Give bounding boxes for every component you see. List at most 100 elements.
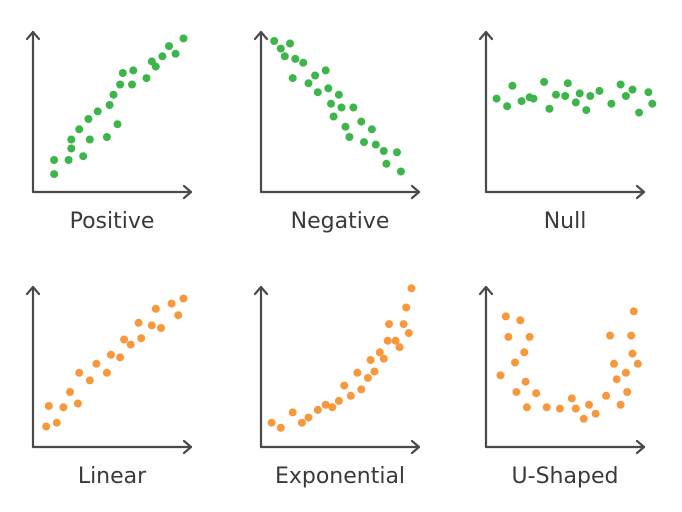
- data-point: [501, 312, 510, 321]
- y-axis-arrow-icon: [253, 285, 269, 296]
- data-point: [591, 409, 600, 418]
- data-point: [280, 52, 289, 61]
- data-point: [321, 400, 330, 409]
- x-axis-arrow-icon: [182, 439, 193, 455]
- data-point: [67, 135, 76, 144]
- data-point: [383, 336, 392, 345]
- data-point: [532, 389, 541, 398]
- data-point: [142, 74, 151, 83]
- data-point: [606, 331, 615, 340]
- data-point: [602, 391, 611, 400]
- data-point: [113, 120, 122, 129]
- data-point: [571, 98, 580, 107]
- data-point: [174, 311, 183, 320]
- data-point: [158, 52, 167, 61]
- data-point: [151, 304, 160, 313]
- data-point: [585, 400, 593, 409]
- data-point: [508, 81, 517, 90]
- data-point: [137, 334, 146, 343]
- data-point: [385, 320, 393, 329]
- data-point: [371, 140, 380, 149]
- data-point: [84, 115, 93, 123]
- data-point: [648, 99, 657, 108]
- panel-null: Null: [478, 30, 657, 234]
- data-point: [116, 80, 125, 89]
- data-point: [157, 324, 165, 332]
- x-axis-arrow-icon: [410, 184, 421, 200]
- data-point: [93, 107, 102, 116]
- data-point: [379, 354, 388, 363]
- data-point: [288, 408, 297, 417]
- data-point: [393, 148, 401, 157]
- data-point: [291, 54, 300, 63]
- data-point: [407, 284, 416, 293]
- data-point: [313, 405, 322, 414]
- data-point: [635, 108, 644, 117]
- data-point: [504, 332, 513, 341]
- data-point: [313, 88, 322, 97]
- data-point: [612, 375, 621, 384]
- data-point: [370, 367, 379, 376]
- data-point: [382, 159, 391, 168]
- data-point: [404, 329, 413, 338]
- panel-linear: Linear: [25, 285, 193, 489]
- data-point: [276, 423, 285, 432]
- data-point: [64, 156, 73, 164]
- data-point: [402, 303, 411, 312]
- data-point: [324, 84, 333, 93]
- data-point: [561, 92, 570, 100]
- data-point: [126, 340, 135, 349]
- data-point: [542, 403, 551, 412]
- data-point: [545, 104, 554, 113]
- data-point: [299, 58, 308, 67]
- data-point: [105, 101, 114, 109]
- data-point: [517, 97, 526, 106]
- data-point: [511, 358, 519, 367]
- data-point: [334, 90, 343, 99]
- data-point: [42, 422, 51, 431]
- data-point: [357, 117, 366, 126]
- data-point: [627, 331, 636, 340]
- data-point: [623, 388, 632, 396]
- data-point: [607, 99, 616, 108]
- data-point: [92, 359, 101, 368]
- axes: [484, 30, 646, 194]
- axes: [31, 30, 193, 194]
- data-point: [73, 399, 82, 408]
- y-axis-arrow-icon: [253, 30, 269, 41]
- data-point: [349, 103, 358, 112]
- data-point: [503, 102, 512, 111]
- data-point: [288, 74, 297, 83]
- data-point: [379, 147, 388, 155]
- data-point: [179, 294, 188, 303]
- data-point: [297, 418, 306, 427]
- data-point: [50, 156, 59, 164]
- data-point: [341, 122, 350, 131]
- panel-label: Linear: [78, 464, 147, 489]
- data-point: [286, 39, 294, 48]
- y-axis-arrow-icon: [25, 285, 41, 296]
- data-point: [147, 321, 156, 330]
- data-point: [340, 381, 349, 390]
- data-point: [120, 335, 129, 344]
- panel-label: Negative: [291, 209, 390, 234]
- data-point: [395, 343, 404, 352]
- data-point: [328, 403, 337, 412]
- data-point: [520, 348, 529, 357]
- data-point: [367, 125, 376, 134]
- y-axis-arrow-icon: [25, 30, 41, 41]
- data-point: [79, 152, 88, 161]
- data-point: [579, 414, 588, 423]
- data-point: [67, 144, 76, 153]
- data-point: [109, 90, 118, 99]
- data-point: [102, 133, 111, 141]
- data-point: [366, 356, 375, 364]
- panel-label: Null: [544, 209, 587, 234]
- x-axis-arrow-icon: [410, 439, 421, 455]
- data-point: [357, 385, 366, 394]
- data-point: [629, 307, 638, 316]
- data-point: [628, 85, 637, 94]
- data-point: [353, 368, 362, 377]
- data-point: [396, 167, 405, 176]
